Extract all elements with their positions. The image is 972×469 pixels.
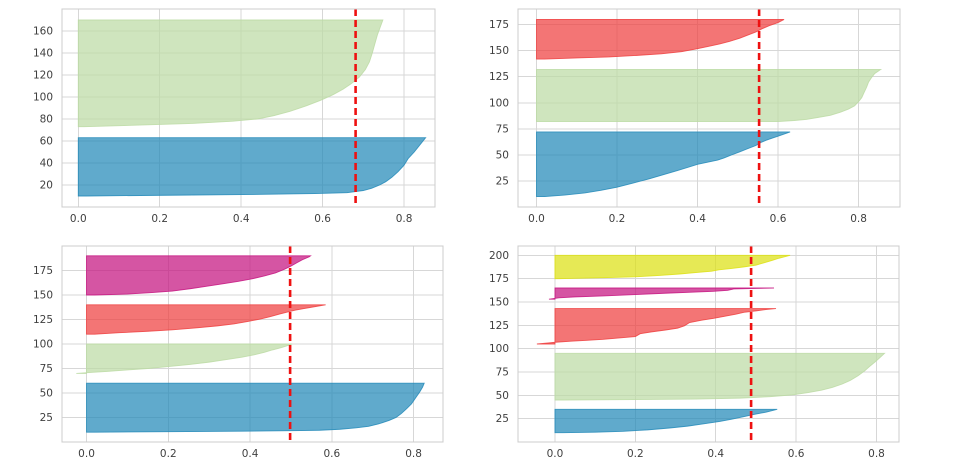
y-tick-label: 100 bbox=[33, 339, 53, 351]
silhouette-band-cluster-1-green bbox=[554, 352, 886, 401]
silhouette-band-cluster-4-yellow bbox=[554, 254, 791, 280]
silhouette-band-cluster-0-blue bbox=[86, 382, 425, 433]
y-tick-label: 75 bbox=[496, 367, 509, 379]
y-tick-label: 125 bbox=[489, 320, 509, 332]
silhouette-plot-k3: 0.0 0.2 0.4 0.6 0.8 25 50 75 100 125 150 175 bbox=[489, 8, 901, 225]
silhouette-plot-k5: 0.0 0.2 0.4 0.6 0.8 25 50 75 100 125 150 175 200 bbox=[489, 245, 900, 460]
y-tick-label: 20 bbox=[40, 180, 53, 192]
x-tick-label: 0.6 bbox=[770, 213, 787, 225]
y-tick-label: 125 bbox=[489, 71, 509, 83]
y-tick-label: 60 bbox=[40, 136, 53, 148]
y-tick-label: 100 bbox=[33, 92, 53, 104]
x-tick-label: 0.8 bbox=[868, 448, 885, 460]
x-tick-label: 0.2 bbox=[609, 213, 626, 225]
silhouette-band-cluster-2-red bbox=[536, 18, 785, 60]
y-tick-label: 25 bbox=[496, 175, 509, 187]
plot-border bbox=[517, 8, 901, 208]
y-tick-label: 160 bbox=[33, 26, 53, 38]
x-tick-label: 0.0 bbox=[547, 448, 564, 460]
y-tick-label: 120 bbox=[33, 70, 53, 82]
silhouette-band-cluster-1-green bbox=[77, 19, 384, 128]
y-tick-label: 150 bbox=[33, 290, 53, 302]
x-tick-label: 0.6 bbox=[314, 213, 331, 225]
silhouette-band-cluster-0-blue bbox=[536, 131, 791, 198]
x-tick-label: 0.8 bbox=[396, 213, 413, 225]
silhouette-band-cluster-1-green bbox=[536, 68, 883, 122]
silhouette-band-cluster-0-blue bbox=[554, 408, 778, 434]
x-tick-label: 0.8 bbox=[850, 213, 867, 225]
silhouette-plot-k2: 0.0 0.2 0.4 0.6 0.8 20 40 60 80 100 120 140 160 bbox=[33, 8, 436, 225]
silhouette-band-cluster-3-magenta bbox=[548, 287, 775, 300]
y-tick-label: 125 bbox=[33, 314, 53, 326]
y-tick-label: 100 bbox=[489, 343, 509, 355]
plot-border bbox=[517, 245, 900, 443]
y-tick-label: 80 bbox=[40, 114, 53, 126]
y-tick-label: 175 bbox=[33, 265, 53, 277]
y-tick-label: 50 bbox=[40, 388, 53, 400]
x-tick-label: 0.0 bbox=[70, 213, 87, 225]
x-tick-label: 0.2 bbox=[160, 448, 177, 460]
x-tick-label: 0.4 bbox=[233, 213, 250, 225]
y-tick-label: 150 bbox=[489, 45, 509, 57]
silhouette-band-cluster-0-blue bbox=[77, 137, 427, 197]
y-tick-label: 50 bbox=[496, 390, 509, 402]
y-tick-label: 150 bbox=[489, 297, 509, 309]
plot-border bbox=[61, 245, 444, 443]
silhouette-band-cluster-3-magenta bbox=[86, 255, 312, 296]
y-tick-label: 25 bbox=[496, 413, 509, 425]
y-tick-label: 200 bbox=[489, 250, 509, 262]
y-tick-label: 25 bbox=[40, 412, 53, 424]
x-tick-label: 0.4 bbox=[689, 213, 706, 225]
silhouette-band-cluster-2-red bbox=[86, 304, 326, 335]
y-tick-label: 75 bbox=[40, 363, 53, 375]
x-tick-label: 0.6 bbox=[788, 448, 805, 460]
x-tick-label: 0.0 bbox=[78, 448, 95, 460]
x-tick-label: 0.2 bbox=[151, 213, 168, 225]
y-tick-label: 40 bbox=[40, 158, 53, 170]
silhouette-band-cluster-1-green bbox=[76, 343, 293, 374]
silhouette-band-cluster-2-red bbox=[536, 308, 777, 345]
y-tick-label: 50 bbox=[496, 149, 509, 161]
y-tick-label: 175 bbox=[489, 19, 509, 31]
x-tick-label: 0.8 bbox=[405, 448, 422, 460]
y-tick-label: 175 bbox=[489, 273, 509, 285]
silhouette-plot-k4: 0.0 0.2 0.4 0.6 0.8 25 50 75 100 125 150 175 bbox=[33, 245, 444, 460]
x-tick-label: 0.2 bbox=[627, 448, 644, 460]
y-tick-label: 75 bbox=[496, 123, 509, 135]
x-tick-label: 0.4 bbox=[242, 448, 259, 460]
y-tick-label: 100 bbox=[489, 97, 509, 109]
x-tick-label: 0.4 bbox=[707, 448, 724, 460]
plot-border bbox=[61, 8, 436, 208]
x-tick-label: 0.0 bbox=[528, 213, 545, 225]
y-tick-label: 140 bbox=[33, 48, 53, 60]
x-tick-label: 0.6 bbox=[323, 448, 340, 460]
